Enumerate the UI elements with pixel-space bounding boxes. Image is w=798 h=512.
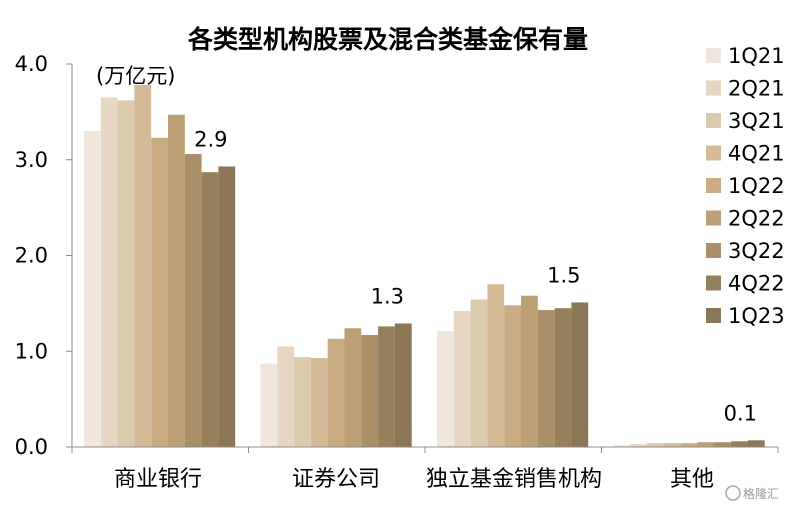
bar-4q22 — [201, 172, 219, 447]
bar-1q23 — [571, 302, 589, 447]
bar-3q22 — [184, 154, 202, 447]
legend-label: 1Q23 — [728, 304, 785, 328]
bar-1q21 — [437, 331, 454, 447]
legend-swatch — [706, 275, 721, 291]
bar-3q21 — [117, 100, 135, 447]
bar-2q22 — [344, 328, 362, 447]
y-tick-label: 0.0 — [15, 435, 48, 459]
legend-label: 2Q22 — [728, 207, 785, 231]
bar-4q21 — [310, 357, 328, 447]
bar-2q21 — [630, 444, 648, 447]
legend-label: 4Q21 — [728, 142, 785, 166]
legend: 1Q21 2Q21 3Q21 4Q21 1Q22 2Q22 3Q22 4Q22 1Q23 — [706, 44, 785, 328]
x-axis: 商业银行 证券公司 独立基金销售机构 其他 — [71, 446, 779, 492]
value-annotation: 0.1 — [724, 401, 757, 425]
x-category-label: 商业银行 — [114, 467, 202, 492]
legend-swatch — [706, 178, 721, 193]
value-annotation: 2.9 — [194, 127, 227, 151]
bar-1q23 — [218, 166, 236, 447]
bar-4q22 — [731, 441, 748, 447]
chart-title: 各类型机构股票及混合类基金保有量 — [187, 25, 588, 54]
bar-3q22 — [361, 334, 379, 447]
watermark-logo-icon — [725, 485, 741, 501]
bar-1q21 — [260, 363, 278, 447]
legend-label: 1Q21 — [728, 44, 785, 68]
legend-swatch — [706, 308, 721, 323]
annotations: 2.9 1.3 1.5 0.1 — [194, 127, 757, 425]
legend-swatch — [706, 210, 721, 226]
bar-2q22 — [697, 442, 715, 447]
bar-1q21 — [613, 445, 631, 447]
legend-label: 4Q22 — [728, 272, 785, 296]
bar-4q21 — [663, 443, 681, 447]
bar-4q21 — [134, 85, 152, 447]
bar-3q22 — [714, 442, 732, 447]
bar-2q21 — [100, 97, 118, 447]
bar-1q22 — [680, 443, 698, 447]
bar-1q23 — [747, 440, 765, 447]
bar-1q22 — [504, 305, 521, 447]
bar-2q22 — [521, 295, 538, 447]
legend-label: 1Q22 — [728, 174, 785, 198]
legend-swatch — [706, 113, 721, 128]
bar-2q22 — [168, 114, 185, 447]
watermark: 格隆汇 — [725, 485, 779, 501]
bar-3q21 — [294, 356, 311, 447]
bar-1q23 — [394, 323, 412, 447]
legend-swatch — [706, 80, 721, 96]
x-category-label: 其他 — [670, 467, 714, 492]
value-annotation: 1.3 — [371, 284, 404, 308]
legend-label: 3Q21 — [728, 109, 785, 133]
bar-4q21 — [487, 284, 505, 447]
bar-3q21 — [470, 299, 488, 447]
bar-3q22 — [537, 310, 555, 447]
legend-swatch — [706, 145, 721, 161]
y-axis: 0.0 1.0 2.0 3.0 4.0 — [15, 52, 73, 459]
value-annotation: 1.5 — [547, 263, 580, 287]
bars — [84, 85, 765, 448]
watermark-text: 格隆汇 — [743, 486, 779, 501]
legend-swatch — [706, 243, 721, 258]
bar-4q22 — [554, 308, 572, 447]
legend-label: 3Q22 — [728, 239, 785, 263]
unit-label: (万亿元) — [96, 64, 175, 88]
bar-2q21 — [453, 311, 471, 447]
bar-1q22 — [151, 137, 168, 448]
x-category-label: 证券公司 — [292, 467, 380, 492]
bar-4q22 — [378, 326, 395, 447]
bar-1q22 — [327, 338, 345, 447]
bar-1q21 — [84, 131, 101, 447]
y-tick-label: 2.0 — [15, 244, 48, 268]
y-tick-label: 4.0 — [15, 52, 48, 76]
y-tick-label: 1.0 — [15, 339, 48, 363]
bar-3q21 — [647, 443, 664, 447]
bar-2q21 — [277, 346, 295, 447]
legend-swatch — [706, 48, 721, 63]
x-category-label: 独立基金销售机构 — [426, 467, 602, 492]
y-tick-label: 3.0 — [15, 148, 48, 172]
legend-label: 2Q21 — [728, 77, 785, 101]
